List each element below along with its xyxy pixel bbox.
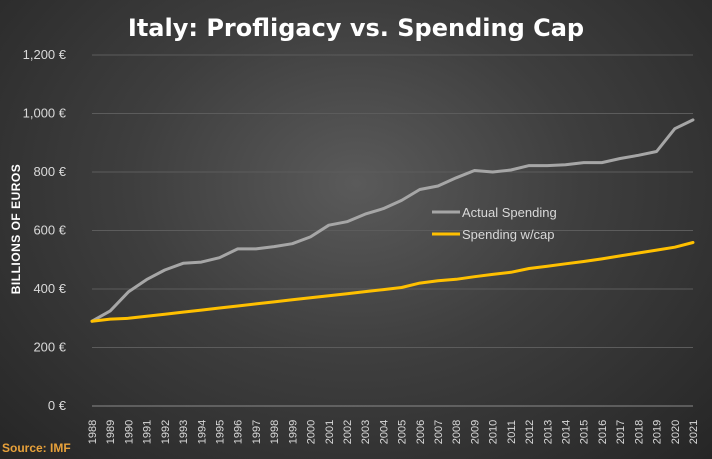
x-axis-ticks: 1988 1989 1990 1991 1992 1993 1994 1995 1996 1997… bbox=[87, 420, 700, 444]
y-tick-label: 1,000 € bbox=[23, 106, 67, 121]
x-tick-label: 2010 bbox=[488, 420, 500, 444]
x-tick-label: 2009 bbox=[469, 420, 481, 444]
series-line-spending-with-cap bbox=[90, 241, 695, 323]
x-tick-label: 2021 bbox=[688, 420, 700, 444]
x-tick-label: 1988 bbox=[87, 420, 99, 444]
x-tick-label: 1995 bbox=[214, 420, 226, 444]
y-tick-label: 1,200 € bbox=[23, 47, 67, 62]
y-tick-label: 0 € bbox=[48, 398, 67, 413]
x-tick-label: 1991 bbox=[142, 420, 154, 444]
x-tick-label: 2015 bbox=[579, 420, 591, 444]
x-tick-label: 1996 bbox=[233, 420, 245, 444]
gridlines bbox=[92, 54, 693, 407]
x-tick-label: 2008 bbox=[451, 420, 463, 444]
series-line-actual-spending bbox=[90, 118, 695, 323]
series-lines bbox=[90, 118, 695, 323]
chart-title: Italy: Profligacy vs. Spending Cap bbox=[128, 14, 584, 42]
x-tick-label: 2007 bbox=[433, 420, 445, 444]
x-tick-label: 2005 bbox=[397, 420, 409, 444]
x-tick-label: 2018 bbox=[633, 420, 645, 444]
x-tick-label: 2020 bbox=[670, 420, 682, 444]
x-tick-label: 1998 bbox=[269, 420, 281, 444]
x-tick-label: 1990 bbox=[123, 420, 135, 444]
x-tick-label: 2006 bbox=[415, 420, 427, 444]
x-tick-label: 2002 bbox=[342, 420, 354, 444]
x-tick-label: 1989 bbox=[105, 420, 117, 444]
x-tick-label: 2014 bbox=[561, 420, 573, 444]
y-tick-label: 800 € bbox=[33, 164, 66, 179]
x-tick-label: 2019 bbox=[652, 420, 664, 444]
y-tick-label: 400 € bbox=[33, 281, 66, 296]
source-note: Source: IMF bbox=[2, 441, 71, 455]
y-axis-ticks: 0 € 200 € 400 € 600 € 800 € 1,000 € 1,200 € bbox=[23, 47, 67, 413]
x-tick-label: 2000 bbox=[306, 420, 318, 444]
x-tick-label: 1997 bbox=[251, 420, 263, 444]
x-tick-label: 1992 bbox=[160, 420, 172, 444]
x-tick-label: 2013 bbox=[542, 420, 554, 444]
x-tick-label: 1994 bbox=[196, 420, 208, 444]
x-tick-label: 1999 bbox=[287, 420, 299, 444]
x-tick-label: 2001 bbox=[324, 420, 336, 444]
x-tick-label: 2004 bbox=[378, 420, 390, 444]
y-axis-label: BILLIONS OF EUROS bbox=[9, 164, 23, 295]
x-tick-label: 2017 bbox=[615, 420, 627, 444]
x-tick-label: 2016 bbox=[597, 420, 609, 444]
x-tick-label: 1993 bbox=[178, 420, 190, 444]
x-tick-label: 2003 bbox=[360, 420, 372, 444]
y-tick-label: 600 € bbox=[33, 223, 66, 238]
y-tick-label: 200 € bbox=[33, 340, 66, 355]
x-tick-label: 2012 bbox=[524, 420, 536, 444]
legend: Actual Spending Spending w/cap bbox=[432, 205, 557, 242]
legend-label: Actual Spending bbox=[462, 205, 557, 220]
legend-label: Spending w/cap bbox=[462, 227, 555, 242]
x-tick-label: 2011 bbox=[506, 420, 518, 444]
